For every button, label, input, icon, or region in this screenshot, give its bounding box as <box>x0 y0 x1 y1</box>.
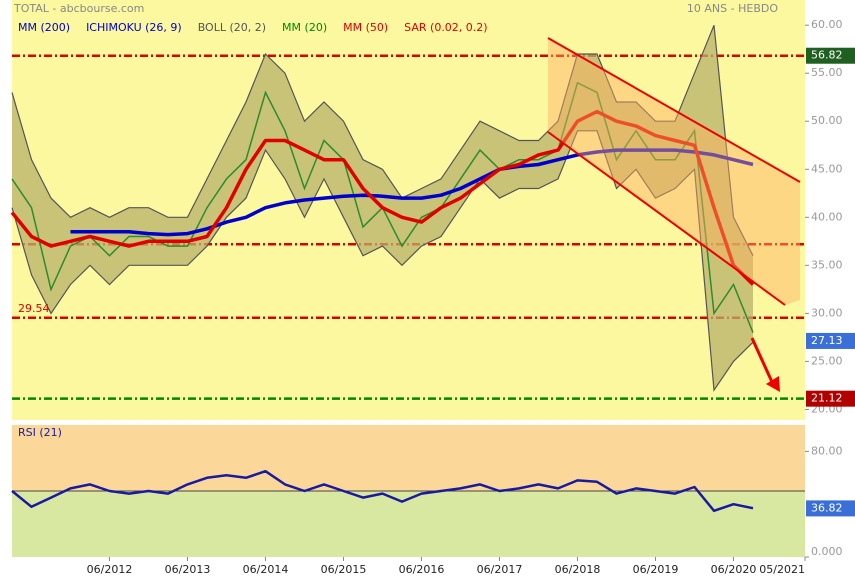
zone-lower <box>12 491 805 557</box>
boll-upper <box>11 24 754 256</box>
level-box <box>806 47 855 64</box>
chart-subtitle: 10 ANS - HEBDO <box>687 2 778 15</box>
legend-entry: ICHIMOKU (26, 9) <box>86 21 182 34</box>
top-layer: 20.0025.0030.0035.0040.0045.0050.0055.00… <box>18 18 855 576</box>
last-label: 27.13 <box>811 334 843 347</box>
level-label: 56.82 <box>811 49 843 62</box>
level-box <box>806 390 855 407</box>
x-tick-label: 06/2019 <box>633 563 679 576</box>
last-box <box>806 332 855 349</box>
channel-fill <box>548 38 800 305</box>
rsi-layer <box>11 425 805 557</box>
x-tick-label: 06/2015 <box>321 563 367 576</box>
x-tick-label: 06/2017 <box>477 563 523 576</box>
y-tick-label: 45.00 <box>811 162 843 175</box>
legend-entry: MM (20) <box>282 21 327 34</box>
legend-entry: MM (50) <box>343 21 388 34</box>
channel-upper <box>547 37 801 183</box>
boll-lower <box>11 130 754 392</box>
last-label: 36.82 <box>811 501 843 514</box>
legend-entry: BOLL (20, 2) <box>198 21 266 34</box>
y-tick-label: 40.00 <box>811 210 843 223</box>
series-line <box>70 148 754 237</box>
chart-title: TOTAL - abcbourse.com <box>13 2 144 15</box>
x-tick-label: 06/2018 <box>555 563 601 576</box>
y-tick-label: 35.00 <box>811 258 843 271</box>
x-tick-label: 06/2013 <box>165 563 211 576</box>
x-tick-label: 06/2014 <box>243 563 289 576</box>
y-tick-label: 60.00 <box>811 18 843 31</box>
rsi-title: RSI (21) <box>18 426 62 439</box>
x-tick-label: 05/2021 <box>759 563 805 576</box>
y-tick-label: 30.00 <box>811 306 843 319</box>
y-tick-label: 25.00 <box>811 354 843 367</box>
level-label: 29.54 <box>18 302 50 315</box>
x-tick-label: 06/2020 <box>711 563 757 576</box>
y-tick-label: 55.00 <box>811 66 843 79</box>
legend-entry: SAR (0.02, 0.2) <box>404 21 487 34</box>
x-tick-label: 06/2016 <box>399 563 445 576</box>
arrow-head <box>766 376 780 392</box>
series-line <box>11 469 754 513</box>
legend-entry: MM (200) <box>18 21 70 34</box>
y-tick-label: 50.00 <box>811 114 843 127</box>
series-line <box>10 109 755 286</box>
x-tick-label: 06/2012 <box>87 563 133 576</box>
level-label: 21.12 <box>811 392 843 405</box>
last-box <box>806 500 855 517</box>
main-layer <box>10 24 805 400</box>
channel-lower <box>547 131 786 306</box>
arrow-shaft <box>750 337 774 383</box>
y-tick-label: 80.00 <box>811 444 843 457</box>
zone-upper <box>12 425 805 491</box>
y-tick-label: 0.000 <box>811 545 843 558</box>
